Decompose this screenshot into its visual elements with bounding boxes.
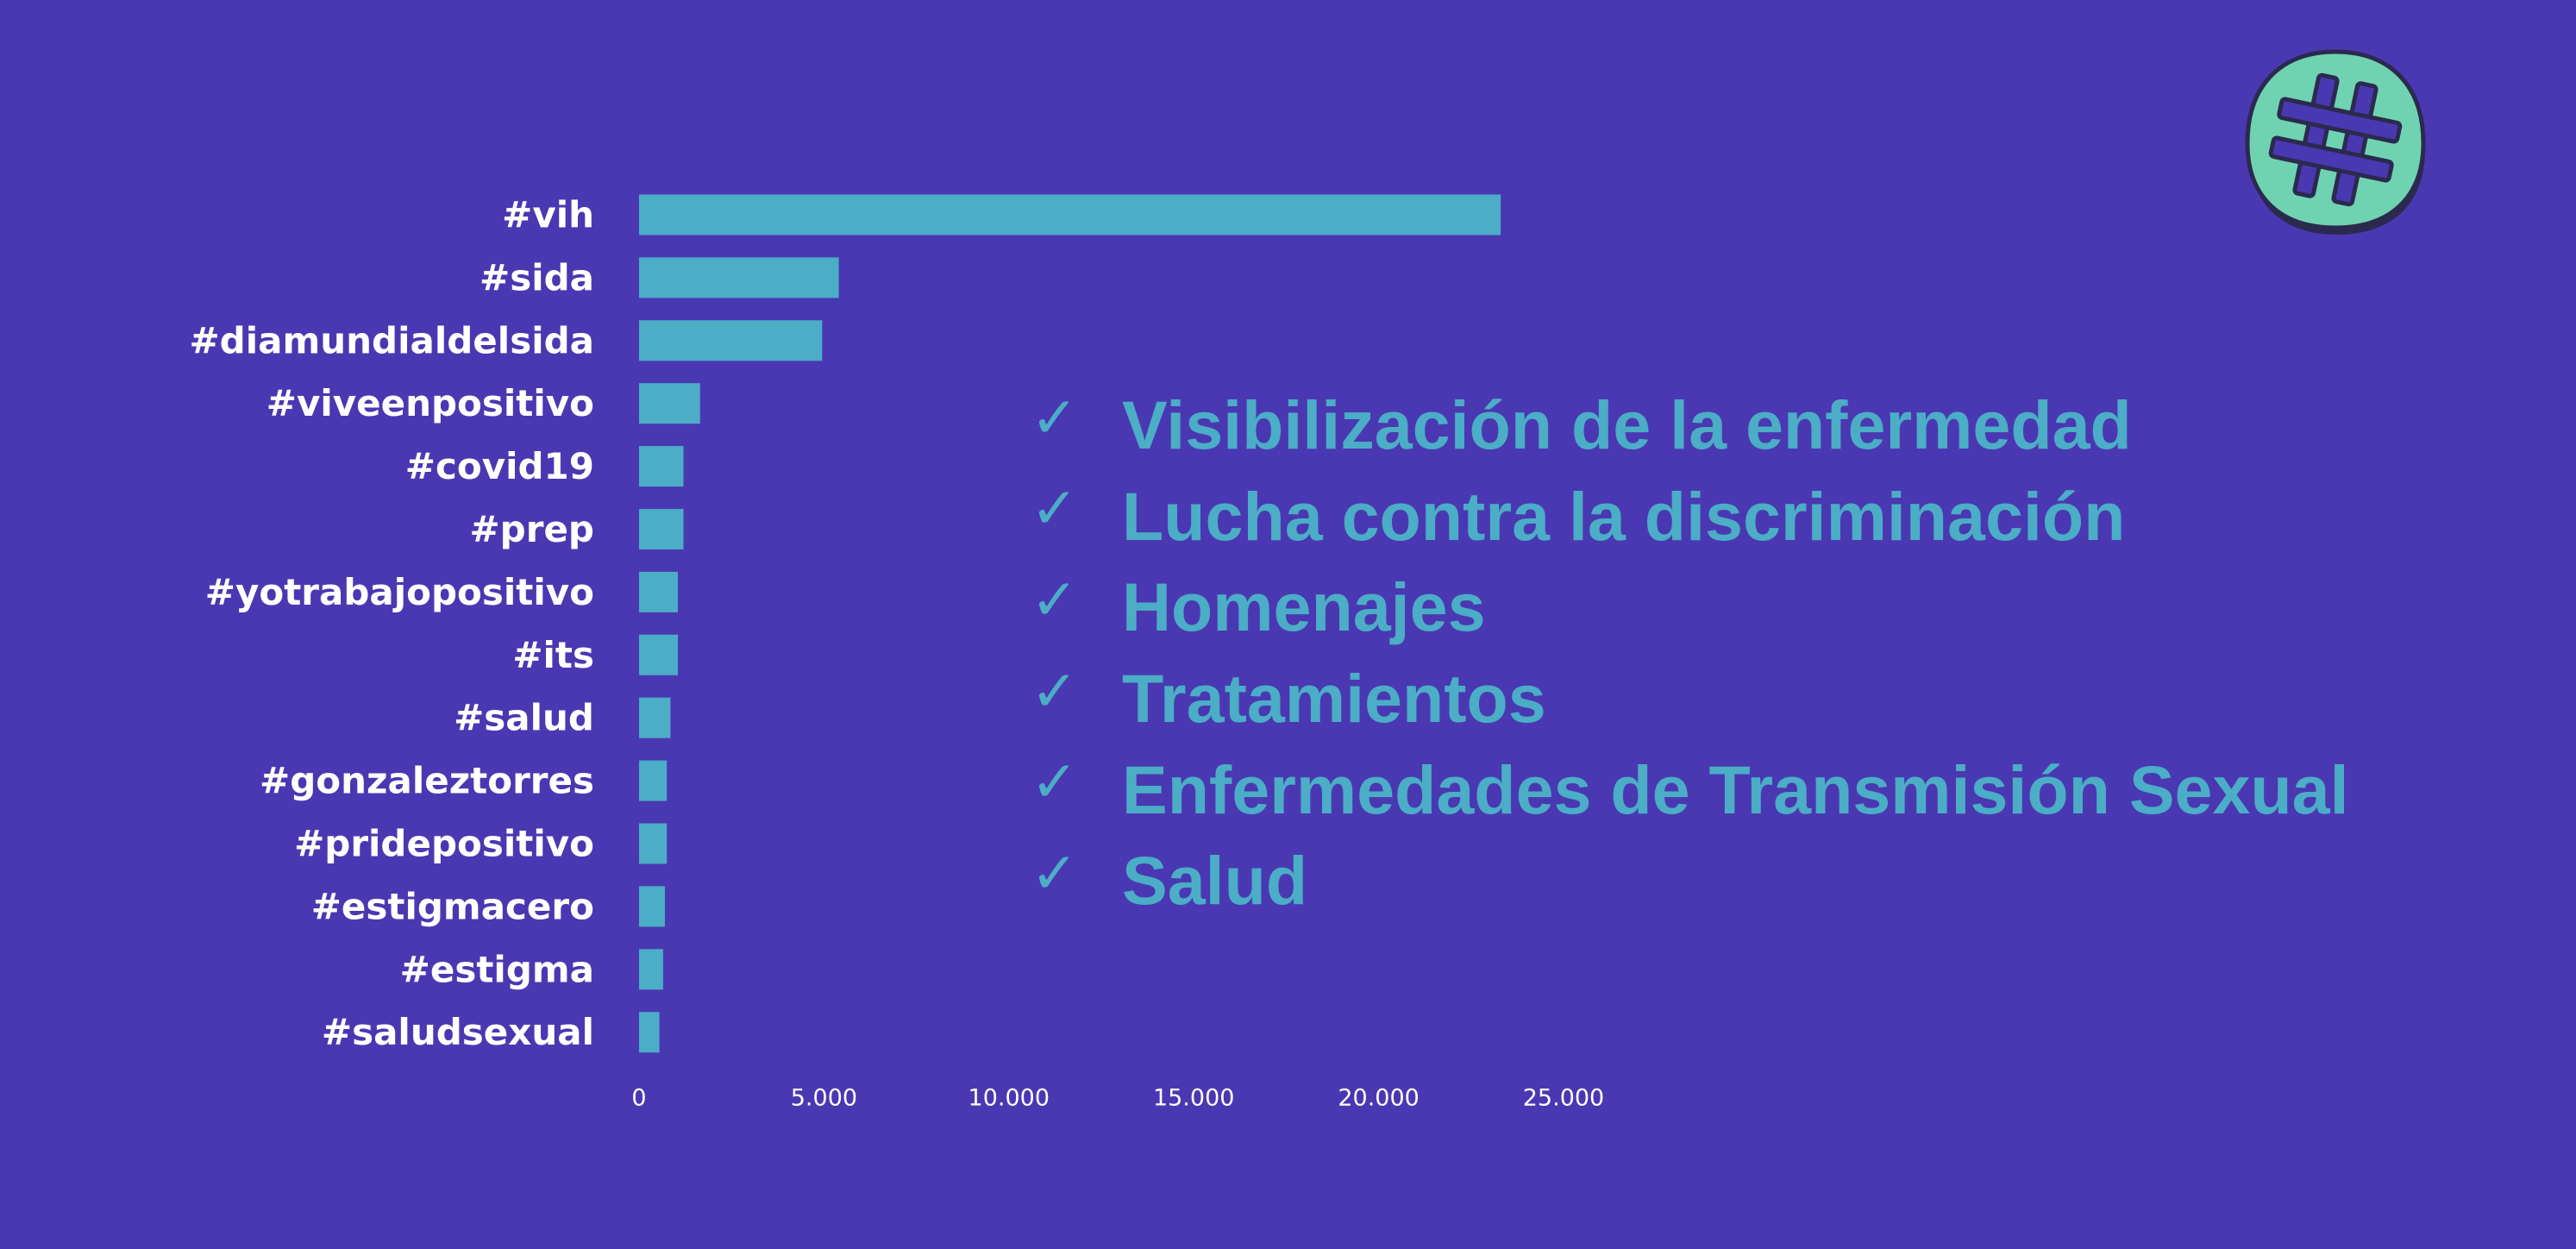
category-label: #saludsexual [322, 1011, 594, 1053]
check-icon: ✓ [1031, 749, 1079, 816]
checklist-item-text: Salud [1122, 842, 1308, 919]
category-label: #covid19 [405, 445, 594, 487]
checklist-item: ✓ Homenajes [1031, 562, 2349, 653]
bar [639, 194, 1501, 235]
bar [639, 823, 668, 864]
bar [639, 886, 665, 927]
x-tick-label: 10.000 [968, 1085, 1050, 1112]
bar [639, 760, 668, 801]
x-tick-label: 20.000 [1338, 1085, 1419, 1112]
category-label: #pridepositivo [294, 823, 594, 865]
x-tick-label: 15.000 [1153, 1085, 1234, 1112]
category-label: #sida [479, 256, 594, 298]
checklist-item: ✓ Enfermedades de Transmisión Sexual [1031, 744, 2349, 835]
bar [639, 320, 823, 361]
hashtag-icon-symbol [2268, 72, 2403, 207]
checklist-item: ✓ Visibilización de la enfermedad [1031, 380, 2349, 471]
category-label: #prep [469, 508, 594, 550]
bar [639, 949, 663, 990]
hashtag-icon-badge [2245, 49, 2426, 230]
category-label: #estigmacero [311, 885, 594, 927]
check-icon: ✓ [1031, 475, 1079, 543]
category-label: #yotrabajopositivo [205, 571, 594, 613]
category-label: #its [512, 634, 594, 676]
checklist-item-text: Visibilización de la enfermedad [1122, 386, 2132, 464]
category-label: #viveenpositivo [266, 382, 594, 424]
x-tick-label: 25.000 [1523, 1085, 1604, 1112]
bar [639, 509, 684, 549]
checklist-item-text: Enfermedades de Transmisión Sexual [1122, 750, 2349, 828]
x-tick-label: 0 [631, 1085, 646, 1112]
check-icon: ✓ [1031, 566, 1079, 633]
category-label: #vih [502, 194, 594, 236]
bar [639, 571, 678, 612]
x-tick-label: 5.000 [791, 1085, 857, 1112]
checklist-item-text: Lucha contra la discriminación [1122, 477, 2126, 555]
topics-checklist: ✓ Visibilización de la enfermedad ✓ Lucha c… [1031, 380, 2349, 926]
bar [639, 1012, 660, 1053]
bar [639, 697, 671, 738]
checklist-item: ✓ Lucha contra la discriminación [1031, 471, 2349, 562]
check-icon: ✓ [1031, 384, 1079, 451]
bar [639, 257, 839, 298]
hashtag-icon [2245, 49, 2426, 235]
checklist-item-text: Tratamientos [1122, 660, 1546, 737]
checklist-item: ✓ Tratamientos [1031, 653, 2349, 744]
category-label: #estigma [400, 948, 594, 990]
bar [639, 446, 684, 487]
category-label: #gonzaleztorres [260, 760, 594, 802]
checklist-item-text: Homenajes [1122, 568, 1486, 646]
check-icon: ✓ [1031, 657, 1079, 725]
checklist-item: ✓ Salud [1031, 835, 2349, 926]
category-label: #diamundialdelsida [189, 319, 594, 361]
bar [639, 634, 678, 675]
category-label: #salud [454, 697, 594, 739]
check-icon: ✓ [1031, 839, 1079, 907]
bar [639, 383, 700, 424]
